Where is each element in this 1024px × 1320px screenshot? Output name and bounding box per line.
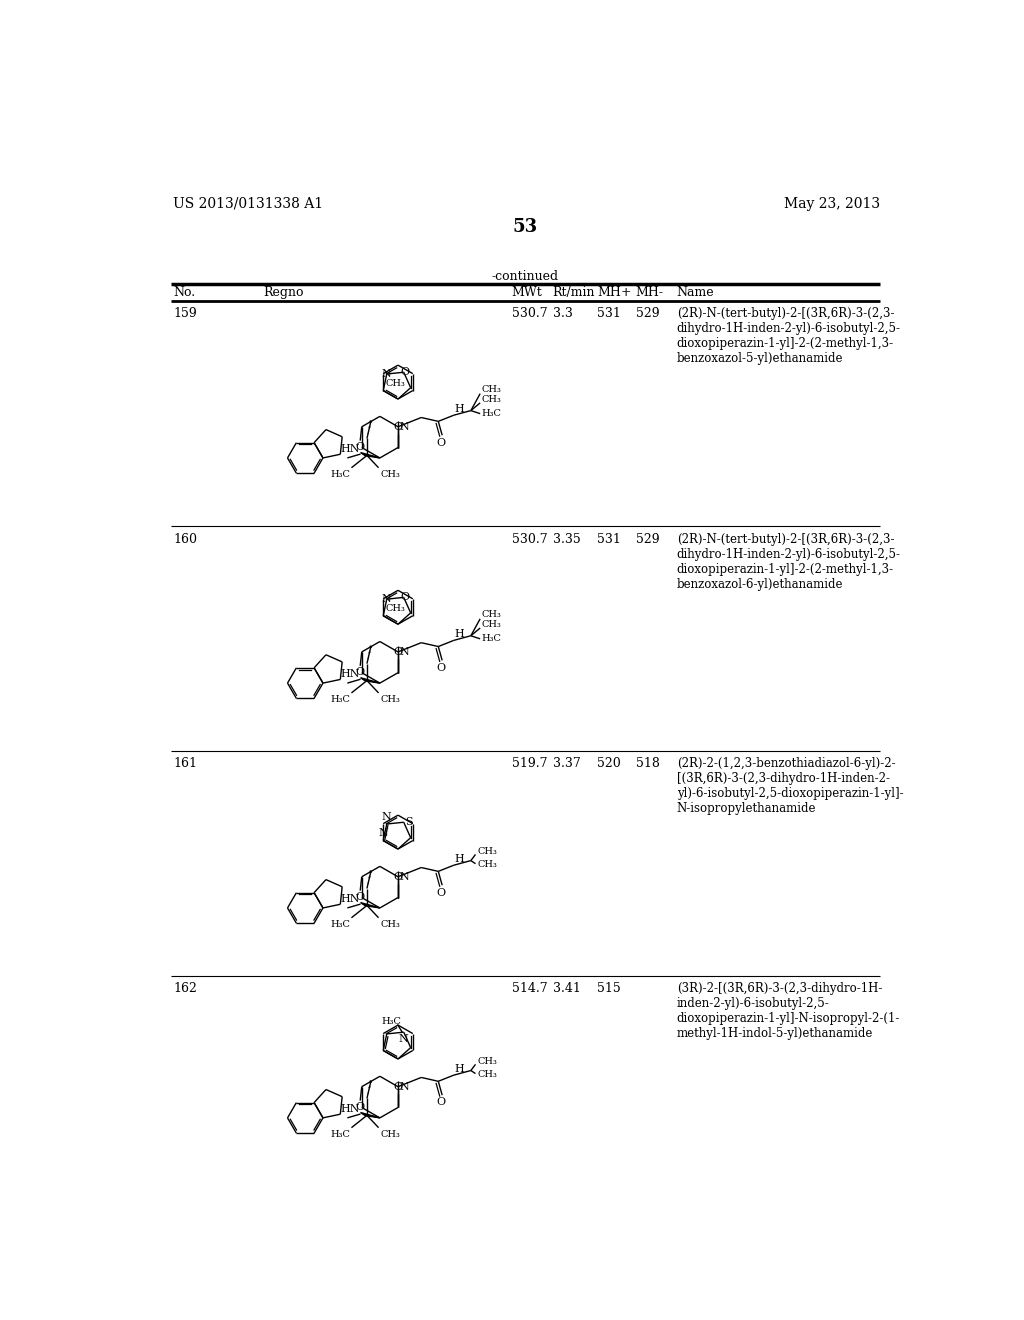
Text: No.: No. xyxy=(173,286,196,300)
Text: O: O xyxy=(355,1102,365,1111)
Text: H₃C: H₃C xyxy=(330,920,350,929)
Text: O: O xyxy=(355,892,365,902)
Text: N: N xyxy=(399,871,410,882)
Text: N: N xyxy=(381,594,391,605)
Text: O: O xyxy=(355,442,365,453)
Text: H: H xyxy=(455,404,464,413)
Text: 515: 515 xyxy=(597,982,621,995)
Text: (3R)-2-[(3R,6R)-3-(2,3-dihydro-1H-
inden-2-yl)-6-isobutyl-2,5-
dioxopiperazin-1-: (3R)-2-[(3R,6R)-3-(2,3-dihydro-1H- inden… xyxy=(677,982,900,1040)
Text: 160: 160 xyxy=(173,533,197,545)
Text: N: N xyxy=(399,1035,409,1044)
Text: 3.41: 3.41 xyxy=(553,982,581,995)
Text: S: S xyxy=(406,817,413,828)
Text: CH₃: CH₃ xyxy=(481,610,502,619)
Text: (2R)-N-(tert-butyl)-2-[(3R,6R)-3-(2,3-
dihydro-1H-inden-2-yl)-6-isobutyl-2,5-
di: (2R)-N-(tert-butyl)-2-[(3R,6R)-3-(2,3- d… xyxy=(677,533,901,590)
Polygon shape xyxy=(360,1113,380,1118)
Text: CH₃: CH₃ xyxy=(477,859,497,869)
Text: (2R)-N-(tert-butyl)-2-[(3R,6R)-3-(2,3-
dihydro-1H-inden-2-yl)-6-isobutyl-2,5-
di: (2R)-N-(tert-butyl)-2-[(3R,6R)-3-(2,3- d… xyxy=(677,308,901,366)
Text: O: O xyxy=(393,1082,402,1092)
Text: 530.7: 530.7 xyxy=(512,533,547,545)
Text: CH₃: CH₃ xyxy=(380,920,400,929)
Text: CH₃: CH₃ xyxy=(481,384,502,393)
Text: N: N xyxy=(382,812,391,821)
Text: Rt/min: Rt/min xyxy=(553,286,595,300)
Text: 159: 159 xyxy=(173,308,197,319)
Text: CH₃: CH₃ xyxy=(477,1057,497,1065)
Text: N: N xyxy=(399,647,410,657)
Text: N: N xyxy=(399,1081,410,1092)
Text: MWt: MWt xyxy=(512,286,543,300)
Text: 531: 531 xyxy=(597,308,621,319)
Text: CH₃: CH₃ xyxy=(386,379,406,388)
Text: (2R)-2-(1,2,3-benzothiadiazol-6-yl)-2-
[(3R,6R)-3-(2,3-dihydro-1H-inden-2-
yl)-6: (2R)-2-(1,2,3-benzothiadiazol-6-yl)-2- [… xyxy=(677,758,903,816)
Text: 529: 529 xyxy=(636,533,659,545)
Text: O: O xyxy=(355,668,365,677)
Text: O: O xyxy=(436,887,445,898)
Text: H₃C: H₃C xyxy=(330,1130,350,1139)
Text: H₃C: H₃C xyxy=(382,1016,401,1026)
Text: CH₃: CH₃ xyxy=(380,1130,400,1139)
Text: HN: HN xyxy=(340,669,359,680)
Text: 53: 53 xyxy=(512,218,538,236)
Text: CH₃: CH₃ xyxy=(477,1071,497,1078)
Text: 3.37: 3.37 xyxy=(553,758,581,771)
Text: US 2013/0131338 A1: US 2013/0131338 A1 xyxy=(173,197,324,211)
Text: O: O xyxy=(400,367,409,378)
Text: H: H xyxy=(455,854,464,863)
Text: 3.35: 3.35 xyxy=(553,533,581,545)
Text: HN: HN xyxy=(340,444,359,454)
Polygon shape xyxy=(360,677,380,684)
Text: CH₃: CH₃ xyxy=(380,696,400,705)
Text: CH₃: CH₃ xyxy=(380,470,400,479)
Text: 519.7: 519.7 xyxy=(512,758,547,771)
Text: HN: HN xyxy=(340,894,359,904)
Text: HN: HN xyxy=(340,1104,359,1114)
Text: O: O xyxy=(436,437,445,447)
Text: N: N xyxy=(399,422,410,432)
Text: MH-: MH- xyxy=(636,286,664,300)
Text: CH₃: CH₃ xyxy=(481,620,502,630)
Text: MH+: MH+ xyxy=(597,286,632,300)
Text: H₃C: H₃C xyxy=(481,635,502,643)
Text: O: O xyxy=(400,593,409,602)
Text: H: H xyxy=(455,1064,464,1073)
Text: Regno: Regno xyxy=(263,286,304,300)
Text: 529: 529 xyxy=(636,308,659,319)
Text: O: O xyxy=(393,873,402,882)
Text: May 23, 2013: May 23, 2013 xyxy=(783,197,880,211)
Text: CH₃: CH₃ xyxy=(386,605,406,614)
Text: Name: Name xyxy=(677,286,715,300)
Text: H: H xyxy=(455,628,464,639)
Text: CH₃: CH₃ xyxy=(477,847,497,855)
Text: O: O xyxy=(393,647,402,657)
Text: O: O xyxy=(436,1097,445,1107)
Text: O: O xyxy=(436,663,445,673)
Text: 530.7: 530.7 xyxy=(512,308,547,319)
Text: H₃C: H₃C xyxy=(330,696,350,705)
Text: N: N xyxy=(381,370,391,379)
Text: H₃C: H₃C xyxy=(330,470,350,479)
Polygon shape xyxy=(360,903,380,908)
Text: 162: 162 xyxy=(173,982,197,995)
Text: 518: 518 xyxy=(636,758,659,771)
Polygon shape xyxy=(360,453,380,458)
Text: 3.3: 3.3 xyxy=(553,308,572,319)
Text: 520: 520 xyxy=(597,758,621,771)
Text: O: O xyxy=(393,422,402,432)
Text: 161: 161 xyxy=(173,758,197,771)
Text: -continued: -continued xyxy=(492,271,558,282)
Text: 531: 531 xyxy=(597,533,621,545)
Text: CH₃: CH₃ xyxy=(481,395,502,404)
Text: H₃C: H₃C xyxy=(481,409,502,418)
Text: N: N xyxy=(378,828,388,838)
Text: 514.7: 514.7 xyxy=(512,982,547,995)
